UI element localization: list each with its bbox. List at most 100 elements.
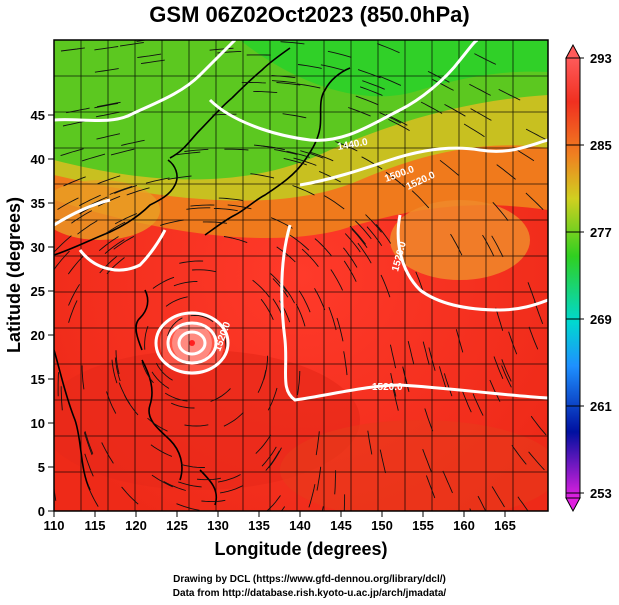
streamline xyxy=(389,344,397,369)
streamline xyxy=(330,269,344,291)
x-tick-label: 115 xyxy=(85,518,106,533)
credit-data-source: Data from http://database.rish.kyoto-u.a… xyxy=(172,588,447,599)
streamline xyxy=(489,379,501,402)
y-axis xyxy=(48,114,54,512)
streamline xyxy=(365,214,382,233)
streamline xyxy=(220,485,244,494)
streamline xyxy=(270,273,287,292)
streamline xyxy=(282,113,307,119)
streamline xyxy=(267,387,278,411)
streamline xyxy=(190,314,214,323)
streamline xyxy=(114,185,138,194)
streamline xyxy=(378,75,402,86)
streamline xyxy=(87,484,99,507)
streamline xyxy=(422,449,432,472)
streamline xyxy=(186,207,211,210)
y-tick-labels: 0 5 10 15 20 25 30 35 40 45 xyxy=(31,108,45,519)
streamline xyxy=(336,317,344,342)
y-axis-title: Latitude (degrees) xyxy=(4,197,24,353)
streamline xyxy=(301,248,319,267)
streamline xyxy=(359,86,383,96)
streamline xyxy=(67,255,85,275)
streamline xyxy=(498,88,521,101)
streamline xyxy=(525,128,548,141)
streamline xyxy=(176,151,201,156)
colorbar-label: 277 xyxy=(590,225,612,240)
streamline xyxy=(66,107,90,114)
streamline xyxy=(297,64,322,69)
streamline xyxy=(343,351,348,376)
streamline xyxy=(425,475,436,499)
streamline xyxy=(212,113,237,116)
geopotential-contours xyxy=(54,40,548,402)
streamline xyxy=(150,444,173,457)
streamline xyxy=(508,331,518,355)
x-tick-label: 140 xyxy=(289,518,311,533)
x-tick-label: 155 xyxy=(412,518,434,533)
streamline xyxy=(114,213,138,225)
streamline xyxy=(343,247,358,268)
streamline xyxy=(255,434,272,454)
streamline xyxy=(114,357,121,382)
streamline xyxy=(286,150,310,158)
y-tick-label: 20 xyxy=(31,328,45,343)
streamline xyxy=(349,225,367,245)
streamline xyxy=(171,402,195,409)
y-tick-label: 30 xyxy=(31,240,45,255)
x-tick-label: 125 xyxy=(166,518,188,533)
streamline xyxy=(366,226,383,246)
streamline xyxy=(438,366,447,390)
streamline xyxy=(96,133,121,140)
streamline xyxy=(192,269,217,273)
streamline xyxy=(379,449,386,474)
streamline xyxy=(124,394,139,416)
streamline xyxy=(136,40,149,42)
streamline xyxy=(310,151,334,162)
streamline xyxy=(57,197,79,210)
streamline xyxy=(470,108,492,121)
streamline xyxy=(84,431,94,455)
streamline xyxy=(54,235,72,253)
streamline xyxy=(292,185,315,196)
streamline xyxy=(463,123,485,138)
streamline xyxy=(173,281,198,287)
plot-frame xyxy=(53,39,549,512)
streamline xyxy=(151,371,170,389)
streamline xyxy=(104,239,125,254)
y-tick-label: 40 xyxy=(31,152,45,167)
streamline xyxy=(380,274,391,298)
streamline xyxy=(428,347,436,371)
streamline xyxy=(388,118,410,131)
streamline xyxy=(121,486,139,505)
streamline xyxy=(178,481,202,488)
streamline xyxy=(407,340,415,365)
streamline xyxy=(77,220,98,235)
streamline xyxy=(179,260,204,264)
streamline xyxy=(113,236,135,250)
streamline xyxy=(335,141,358,152)
streamline xyxy=(68,284,80,306)
streamline xyxy=(361,156,383,170)
streamline xyxy=(334,470,337,495)
y-tick-label: 10 xyxy=(31,416,45,431)
credit-drawing: Drawing by DCL (https://www.gfd-dennou.o… xyxy=(173,574,446,585)
streamline xyxy=(314,238,332,257)
streamline xyxy=(81,365,85,390)
streamline xyxy=(528,451,545,471)
streamline xyxy=(96,101,121,108)
streamline xyxy=(443,373,453,397)
streamline xyxy=(167,317,183,336)
streamline xyxy=(420,101,443,114)
streamline xyxy=(261,446,277,467)
streamline xyxy=(377,43,400,54)
streamline xyxy=(218,197,243,201)
streamline xyxy=(101,442,114,464)
contour-label: 1520.0 xyxy=(372,382,403,393)
streamline xyxy=(98,236,119,252)
streamline xyxy=(493,356,504,379)
streamline xyxy=(109,185,133,195)
streamline xyxy=(351,228,368,248)
streamline xyxy=(343,494,346,511)
streamline xyxy=(472,393,484,416)
streamline xyxy=(511,444,527,465)
